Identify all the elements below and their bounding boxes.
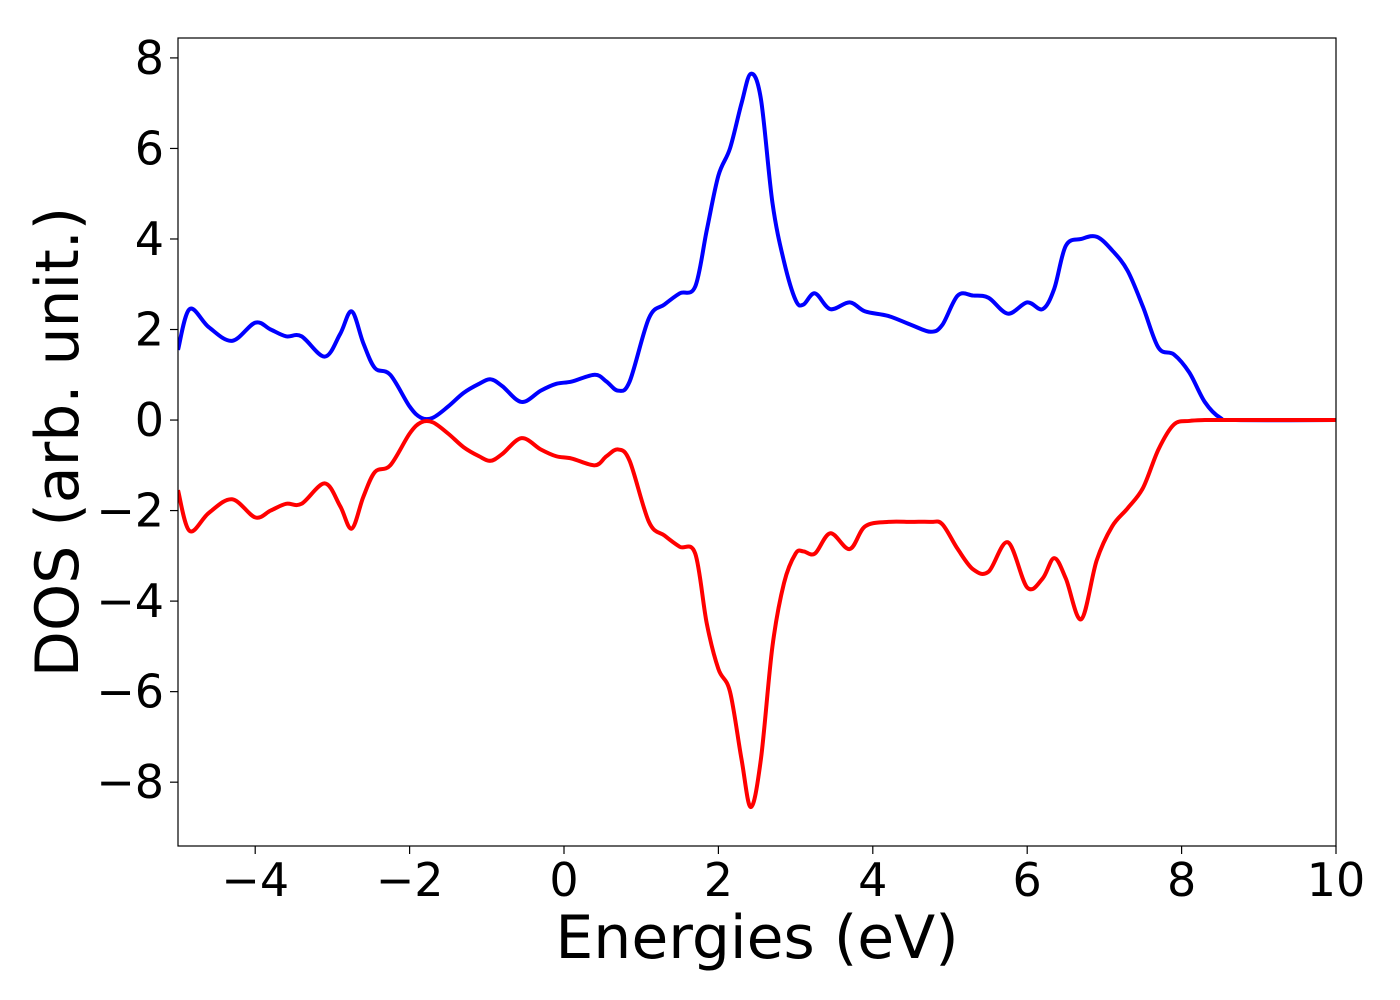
y-tick-label: −4 bbox=[96, 574, 164, 628]
x-tick-label: 8 bbox=[1167, 853, 1196, 907]
x-tick-label: 10 bbox=[1307, 853, 1366, 907]
y-tick-label: 2 bbox=[135, 303, 164, 357]
data-line bbox=[178, 71, 1336, 423]
plot-lines bbox=[178, 71, 1336, 810]
x-tick-label: −4 bbox=[221, 853, 289, 907]
y-tick-label: 0 bbox=[135, 393, 164, 447]
x-axis-label: Energies (eV) bbox=[555, 903, 958, 973]
x-tick-label: 4 bbox=[858, 853, 887, 907]
x-tick-label: 0 bbox=[549, 853, 578, 907]
y-tick-label: 6 bbox=[135, 121, 164, 175]
y-tick-label: 4 bbox=[135, 212, 164, 266]
x-tick-label: −2 bbox=[376, 853, 444, 907]
plot-frame bbox=[177, 37, 1337, 847]
y-tick-label: −6 bbox=[96, 665, 164, 719]
y-tick-label: −2 bbox=[96, 484, 164, 538]
y-axis-label: DOS (arb. unit.) bbox=[23, 207, 93, 677]
x-tick-label: 6 bbox=[1013, 853, 1042, 907]
y-tick-label: −8 bbox=[96, 755, 164, 809]
x-tick-label: 2 bbox=[704, 853, 733, 907]
y-tick-label: 8 bbox=[135, 31, 164, 85]
data-line bbox=[178, 417, 1336, 810]
